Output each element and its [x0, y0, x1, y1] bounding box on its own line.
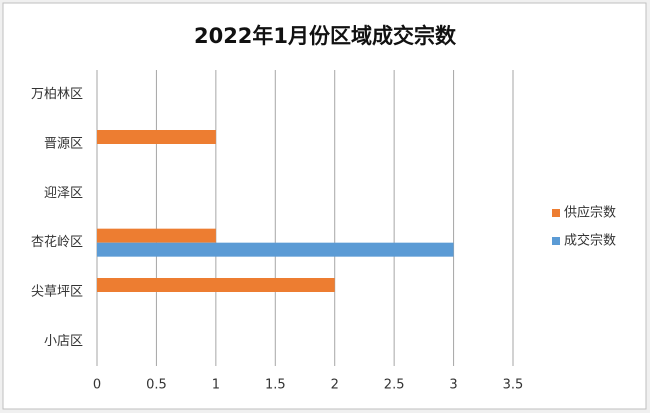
- legend-swatch: [552, 237, 560, 245]
- x-tick-label: 0.5: [146, 378, 167, 393]
- chart-area: [2, 2, 647, 410]
- chart-title: 2022年1月份区域成交宗数: [194, 24, 457, 48]
- x-tick-label: 1.5: [265, 378, 286, 393]
- bar: [97, 228, 216, 243]
- x-tick-label: 3: [449, 378, 457, 393]
- bar: [97, 242, 454, 257]
- x-tick-label: 1: [212, 378, 220, 393]
- legend-swatch: [552, 209, 560, 217]
- y-tick-label: 杏花岭区: [31, 234, 83, 250]
- legend-label: 成交宗数: [564, 233, 616, 249]
- y-tick-label: 尖草坪区: [31, 285, 83, 300]
- y-tick-label: 迎泽区: [44, 186, 83, 201]
- bar: [97, 130, 216, 144]
- x-tick-label: 0: [93, 378, 101, 393]
- x-tick-label: 2: [331, 378, 339, 393]
- x-tick-label: 3.5: [503, 378, 524, 393]
- legend-label: 供应宗数: [564, 205, 616, 221]
- y-tick-label: 万柏林区: [31, 87, 83, 102]
- y-tick-label: 晋源区: [44, 137, 83, 152]
- x-tick-label: 2.5: [384, 378, 405, 393]
- bar: [97, 278, 335, 292]
- y-tick-label: 小店区: [44, 334, 83, 349]
